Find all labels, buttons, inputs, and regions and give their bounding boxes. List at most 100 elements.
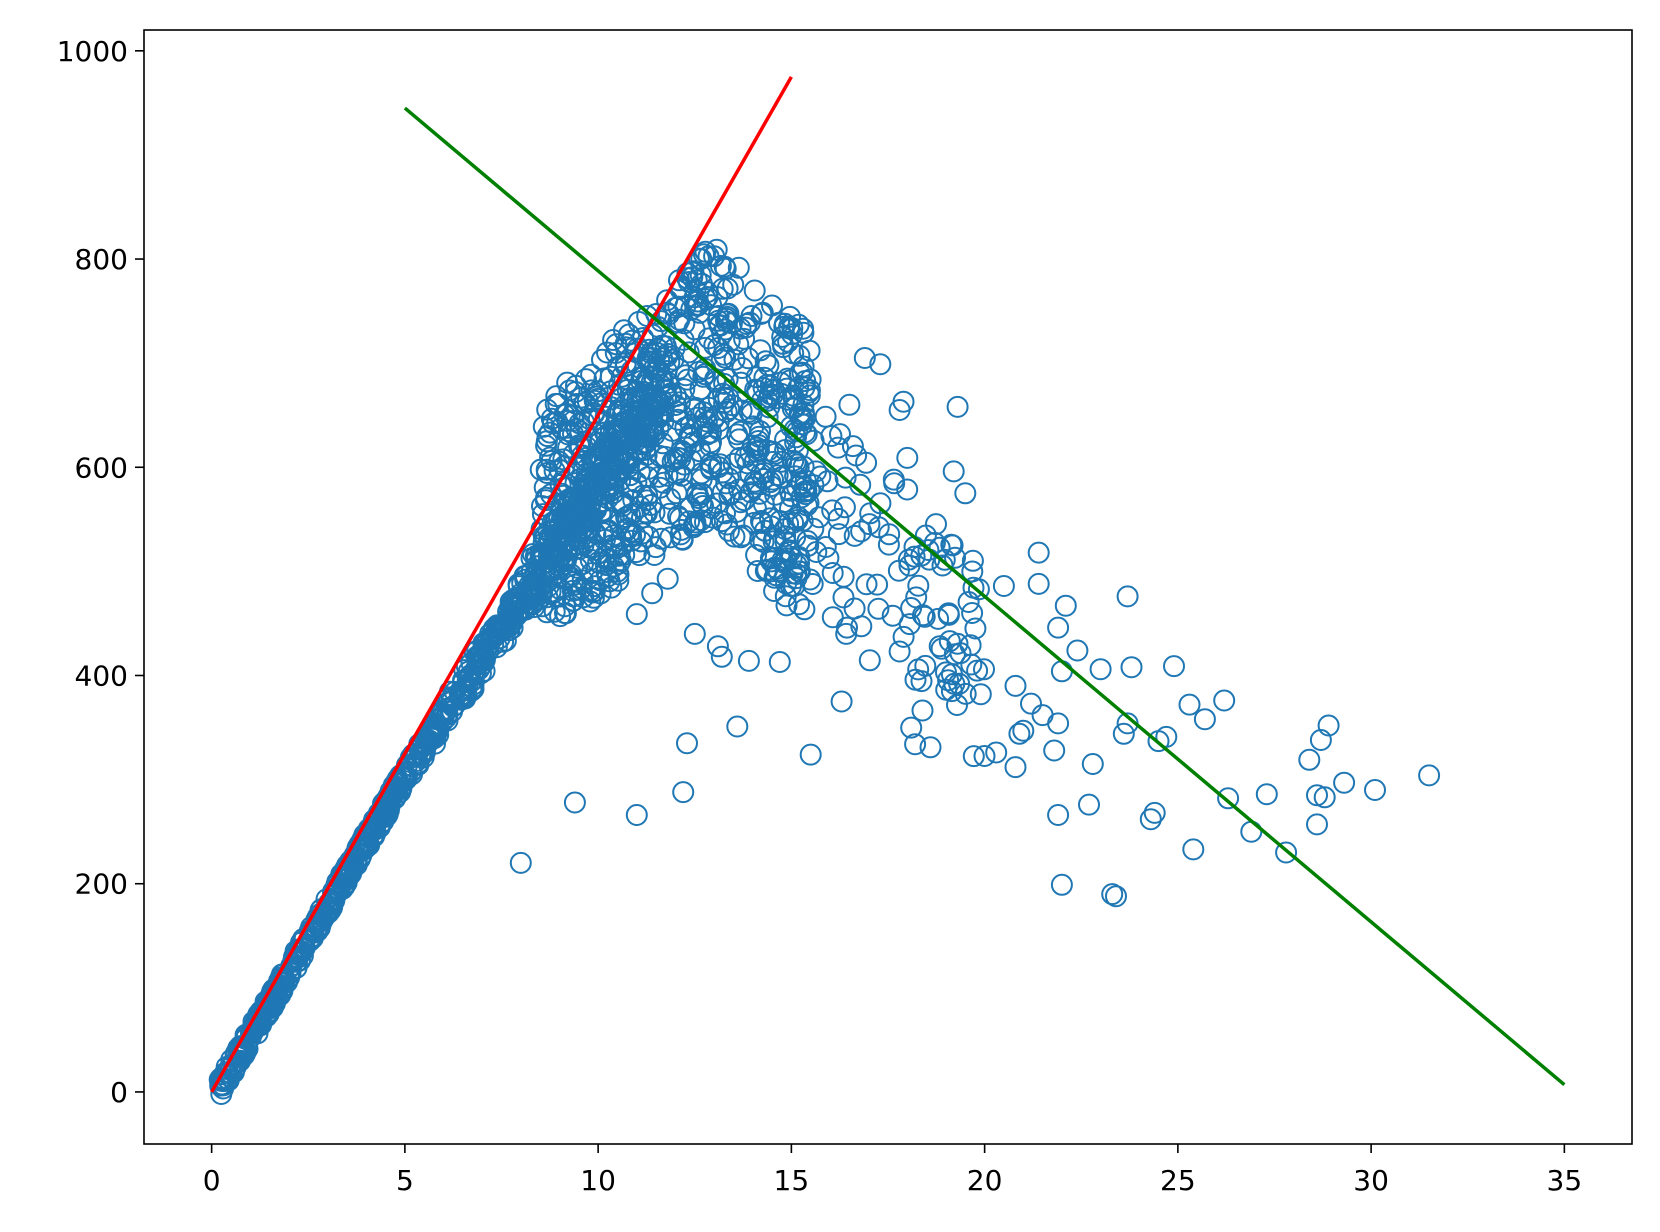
scatter-point [412,746,435,769]
scatter-point [777,330,800,353]
scatter-point [992,575,1015,597]
scatter-point [536,462,558,484]
scatter-point [777,512,800,535]
scatter-point [741,434,764,457]
scatter-point [904,733,927,756]
scatter-point [645,303,668,325]
x-tick-label: 20 [967,1164,1003,1197]
scatter-point [760,550,783,573]
scatter-point [1081,753,1104,775]
scatter-point [1112,722,1135,745]
scatter-point [814,405,837,428]
scatter-point [498,619,521,642]
scatter-point [843,524,866,547]
scatter-point [960,653,983,676]
scatter-point [664,462,687,485]
scatter-point [578,536,601,559]
scatter-point [793,598,816,621]
scatter-point [745,544,768,566]
scatter-point [1298,748,1321,771]
scatter-point [1178,693,1201,716]
scatter-point [625,471,648,494]
scatter-point [911,699,934,722]
y-tick-label: 1000 [57,35,128,68]
scatter-point [942,460,965,483]
scatter-point [737,649,760,672]
scatter-point [547,545,570,568]
scatter-point [630,365,653,388]
scatter-point [590,458,613,481]
scatter-point [656,289,679,312]
scatter-point [481,621,504,644]
scatter-point [666,446,689,469]
scatter-point [855,573,878,596]
scatter-point [572,480,595,503]
scatter-point [333,875,356,898]
scatter-point [1012,719,1035,742]
red-fit-line [210,75,793,1093]
scatter-point [1255,783,1278,806]
scatter-point [399,761,422,784]
scatter-point [631,484,654,507]
scatter-point [1027,572,1050,595]
scatter-point [888,399,911,421]
x-tick-label: 25 [1160,1164,1196,1197]
scatter-point [896,478,919,501]
scatter-points [208,238,1441,1105]
scatter-point [683,622,706,645]
scatter-point [888,640,911,663]
scatter-point [589,502,612,525]
scatter-point [693,336,716,359]
scatter-point [832,586,855,609]
scatter-point [684,278,707,301]
scatter-point [1066,639,1089,662]
scatter-point [677,271,700,293]
scatter-point [855,451,878,474]
scatter-point [1101,883,1124,906]
scatter-point [954,482,977,505]
scatter-point [732,524,755,547]
scatter-point [903,545,926,568]
scatter-point [858,649,881,672]
scatter-point [694,511,716,534]
scatter-point [697,245,720,268]
scatter-point [706,635,729,658]
scatter-point [1309,729,1332,751]
scatter-point [775,594,798,617]
scatter-point [821,499,844,522]
scatter-point [664,448,686,471]
scatter-point [1047,804,1070,826]
scatter-point [882,468,905,491]
scatter-point [648,465,670,488]
scatter-point [631,506,653,529]
scatter-point [930,637,953,660]
scatter-point [707,387,730,410]
scatter-point [1306,784,1328,807]
scatter-point [625,541,647,564]
scatter-point [401,763,423,786]
scatter-point [793,480,816,503]
scatter-point [1182,838,1205,861]
scatter-point [729,420,752,443]
scatter-point [466,645,489,668]
scatter-point [941,534,964,557]
scatter-point [569,435,592,458]
scatter-point [749,339,772,362]
scatter-point [1054,594,1077,617]
scatter-point [798,339,821,362]
scatter-point [345,853,368,876]
scatter-point [821,606,844,629]
scatter-point [781,397,804,420]
scatter-point [1364,779,1386,801]
scatter-point [788,402,811,425]
scatter-point [737,347,760,370]
scatter-point [717,519,740,542]
scatter-point [531,503,554,526]
scatter-point [601,455,624,478]
scatter-point [1047,712,1070,735]
scatter-point [694,240,717,263]
scatter-point [881,604,904,627]
scatter-point [799,568,822,591]
scatter-point [638,434,660,457]
scatter-point [550,524,573,547]
